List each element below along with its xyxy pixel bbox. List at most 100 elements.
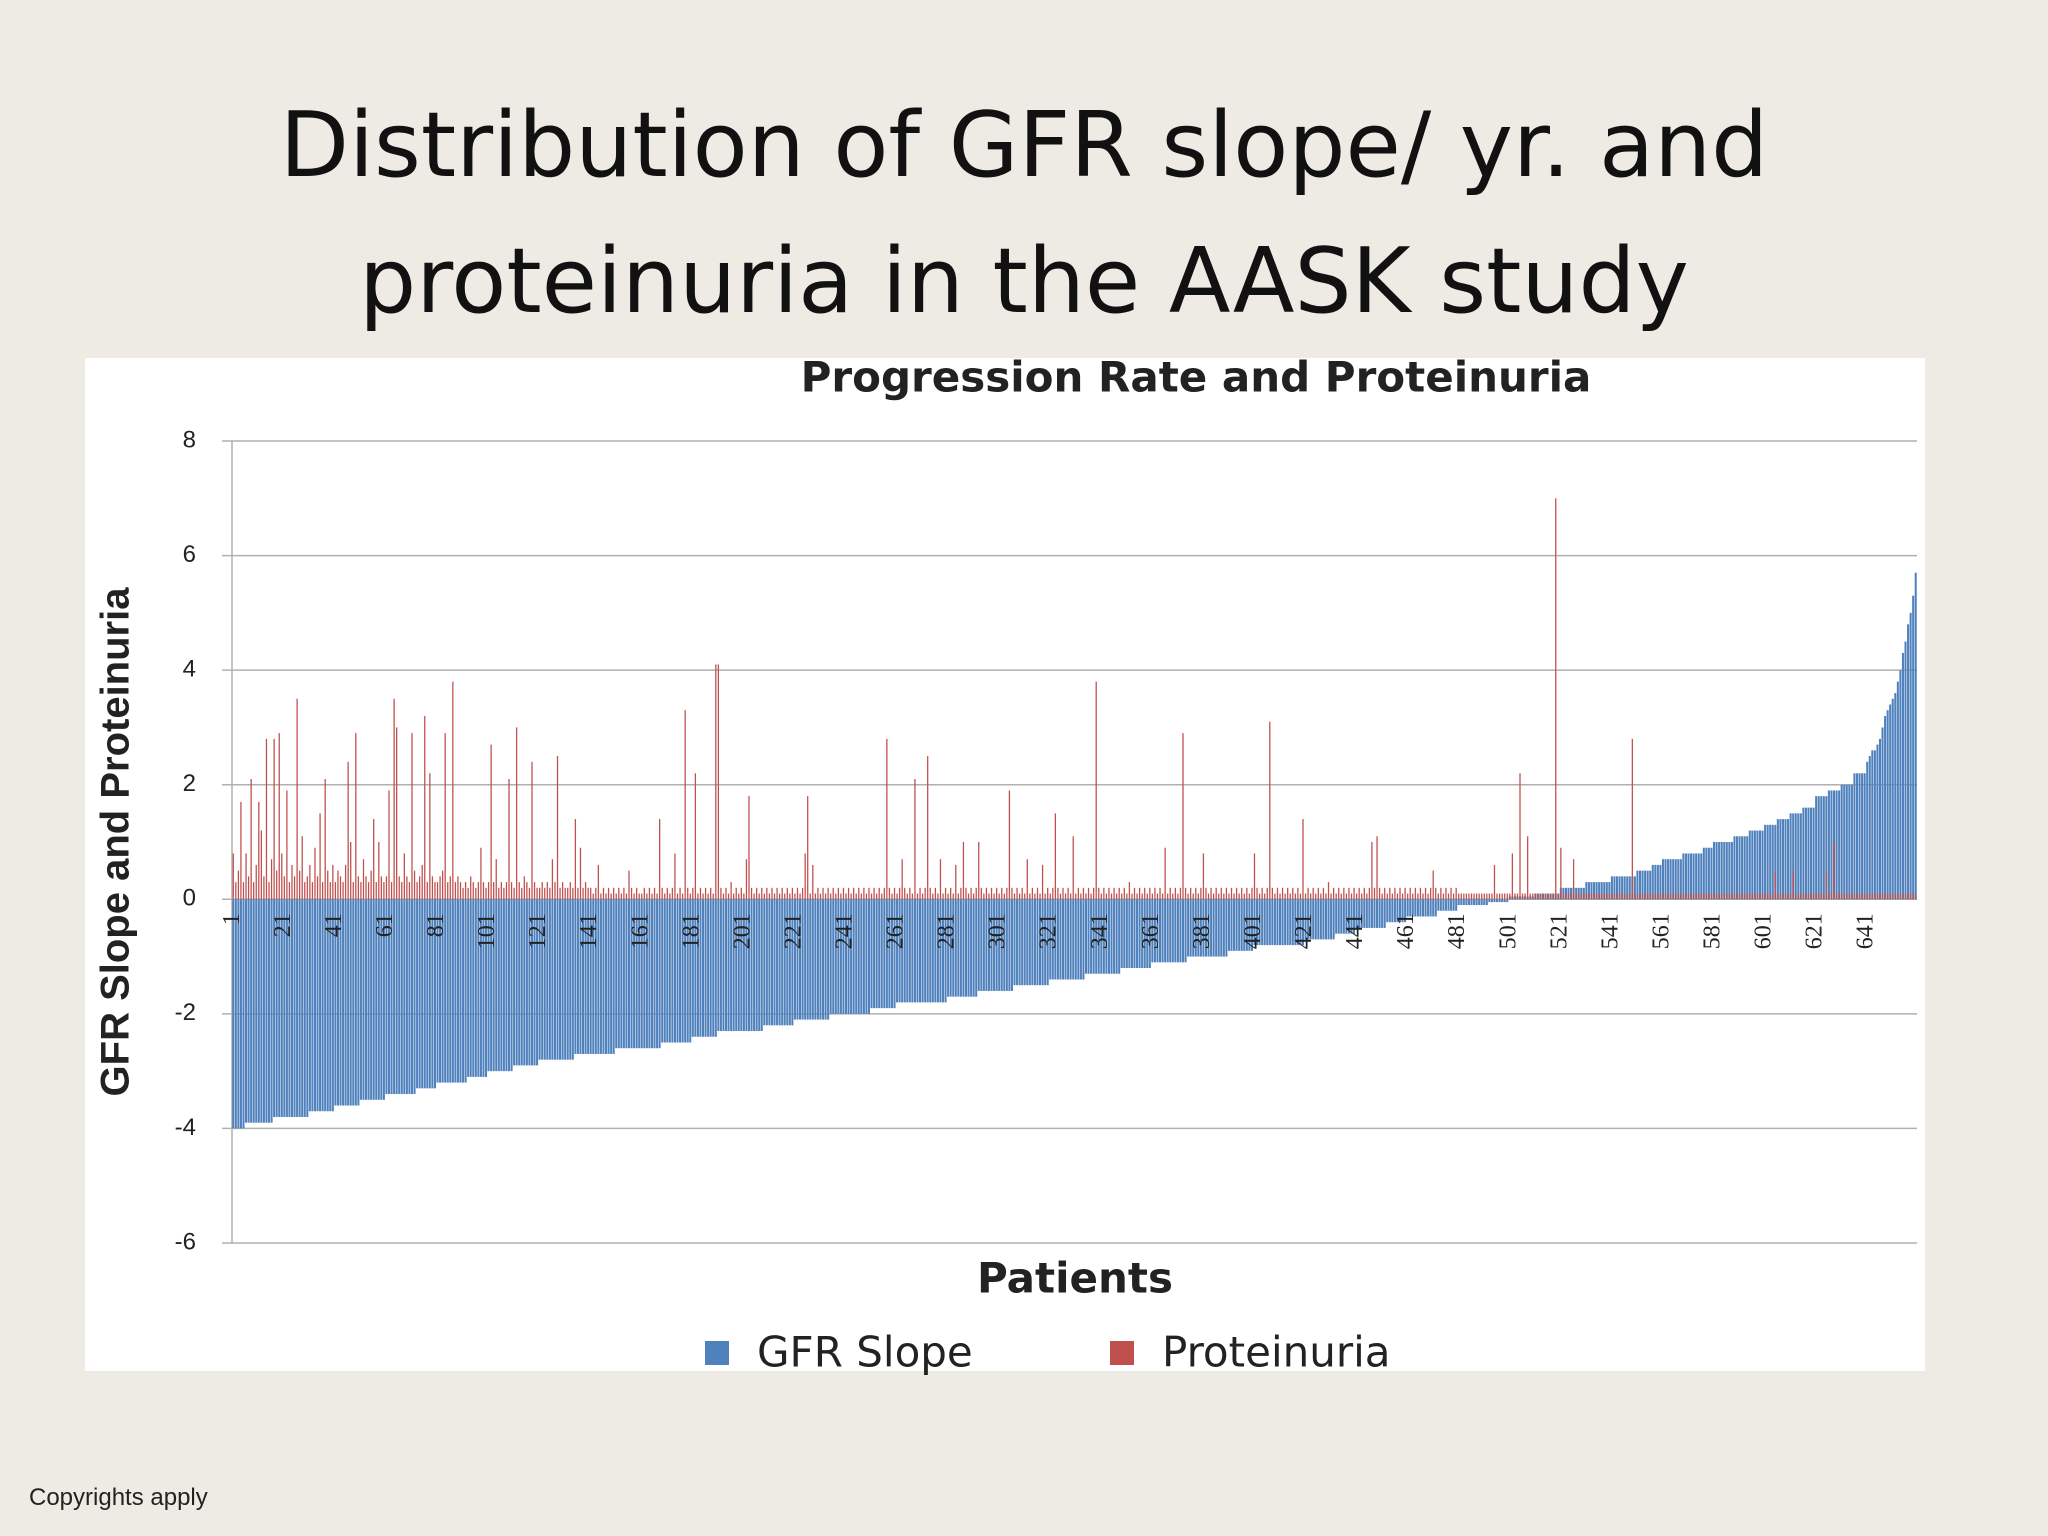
proteinuria-bar: [988, 893, 990, 900]
proteinuria-bar: [835, 893, 837, 900]
proteinuria-bar: [1588, 893, 1590, 900]
gfr-bar: [1332, 899, 1335, 940]
gfr-bar: [747, 899, 751, 1032]
proteinuria-bar: [1647, 893, 1649, 900]
gfr-bar: [428, 899, 431, 1089]
gfr-bar: [727, 899, 730, 1032]
gfr-bar: [303, 899, 306, 1117]
gfr-bar: [1488, 899, 1491, 903]
gfr-bar: [1707, 847, 1710, 900]
gfr-bar: [1475, 899, 1478, 906]
proteinuria-bar: [975, 887, 977, 900]
gfr-bar: [903, 899, 906, 1003]
proteinuria-bar: [1578, 893, 1580, 900]
gfr-bar: [964, 899, 968, 997]
gfr-bar: [1296, 899, 1299, 946]
proteinuria-bar: [1190, 887, 1192, 900]
proteinuria-bar: [1570, 893, 1572, 900]
proteinuria-bar: [1266, 887, 1268, 900]
slide-title: Distribution of GFR slope/ yr. and prote…: [279, 93, 1769, 334]
gfr-bar: [957, 899, 960, 997]
proteinuria-bar: [1652, 893, 1654, 900]
proteinuria-bar: [1230, 887, 1233, 900]
proteinuria-bar: [291, 864, 293, 900]
proteinuria-bar: [1848, 893, 1850, 900]
proteinuria-bar: [1131, 893, 1133, 900]
proteinuria-bar: [584, 882, 587, 900]
gfr-bar: [1003, 899, 1006, 991]
gfr-bar: [1281, 899, 1284, 946]
gfr-bar: [1899, 670, 1902, 900]
gfr-bar: [717, 899, 720, 1032]
gfr-bar: [433, 899, 436, 1089]
gfr-bar: [1641, 870, 1644, 900]
proteinuria-bar: [370, 870, 372, 900]
gfr-bar: [768, 899, 771, 1026]
gfr-bar: [1202, 899, 1205, 957]
proteinuria-bar: [1373, 887, 1376, 900]
gfr-bar: [313, 899, 316, 1112]
proteinuria-bar: [1534, 893, 1536, 900]
proteinuria-bar: [1902, 893, 1904, 900]
gfr-bar: [1276, 899, 1279, 946]
proteinuria-bar: [1483, 893, 1485, 900]
gfr-bar: [242, 899, 245, 1129]
proteinuria-bar: [735, 887, 737, 900]
proteinuria-bar: [733, 893, 735, 900]
proteinuria-bar: [498, 887, 500, 900]
proteinuria-bar: [1253, 853, 1256, 900]
gfr-bar: [395, 899, 398, 1095]
proteinuria-bar: [470, 876, 472, 900]
proteinuria-bar: [822, 887, 824, 900]
gfr-bar: [1181, 899, 1185, 963]
gfr-bar: [1702, 847, 1705, 900]
proteinuria-bar: [845, 893, 847, 900]
gfr-bar: [1146, 899, 1149, 969]
gfr-bar: [1161, 899, 1164, 963]
proteinuria-bar: [1447, 893, 1450, 900]
gfr-bar: [696, 899, 699, 1037]
gfr-bar: [1350, 899, 1353, 934]
proteinuria-bar: [334, 882, 337, 900]
gfr-bar: [347, 899, 350, 1106]
proteinuria-bar: [901, 859, 903, 900]
gfr-bar: [331, 899, 334, 1112]
gfr-bar: [1656, 864, 1659, 900]
gfr-bar: [791, 899, 794, 1026]
gfr-bar: [556, 899, 559, 1060]
gfr-bar: [1008, 899, 1011, 991]
gfr-bar: [1077, 899, 1080, 980]
proteinuria-bar: [1856, 893, 1858, 900]
proteinuria-bar: [630, 887, 633, 900]
gfr-bar: [1723, 842, 1726, 900]
gfr-bar: [1095, 899, 1098, 974]
proteinuria-bar: [1894, 893, 1896, 900]
gfr-bar: [1896, 681, 1899, 900]
proteinuria-bar: [577, 887, 579, 900]
gfr-bar: [1743, 836, 1746, 900]
proteinuria-bar: [365, 876, 367, 900]
proteinuria-bar: [505, 882, 508, 900]
x-tick-label: 521: [1546, 913, 1572, 949]
proteinuria-bar: [638, 893, 640, 900]
proteinuria-bar: [840, 893, 842, 900]
proteinuria-bar: [255, 864, 257, 900]
proteinuria-bar: [1516, 893, 1519, 900]
gfr-bar: [855, 899, 858, 1014]
gfr-bar: [959, 899, 962, 997]
proteinuria-bar: [1501, 893, 1503, 900]
gfr-bar: [722, 899, 725, 1032]
gfr-bar: [602, 899, 605, 1054]
proteinuria-bar: [658, 819, 661, 900]
x-tick-label: 181: [678, 913, 704, 949]
proteinuria-bar: [408, 882, 411, 900]
proteinuria-bar: [1144, 887, 1146, 900]
gfr-bar: [1036, 899, 1039, 986]
gfr-bar: [643, 899, 646, 1049]
gfr-bar: [270, 899, 273, 1123]
proteinuria-bar: [1825, 870, 1828, 900]
gfr-bar: [589, 899, 592, 1054]
proteinuria-bar: [1692, 893, 1695, 900]
proteinuria-bar: [1519, 773, 1521, 900]
legend-label: Proteinuria: [1162, 1328, 1391, 1377]
